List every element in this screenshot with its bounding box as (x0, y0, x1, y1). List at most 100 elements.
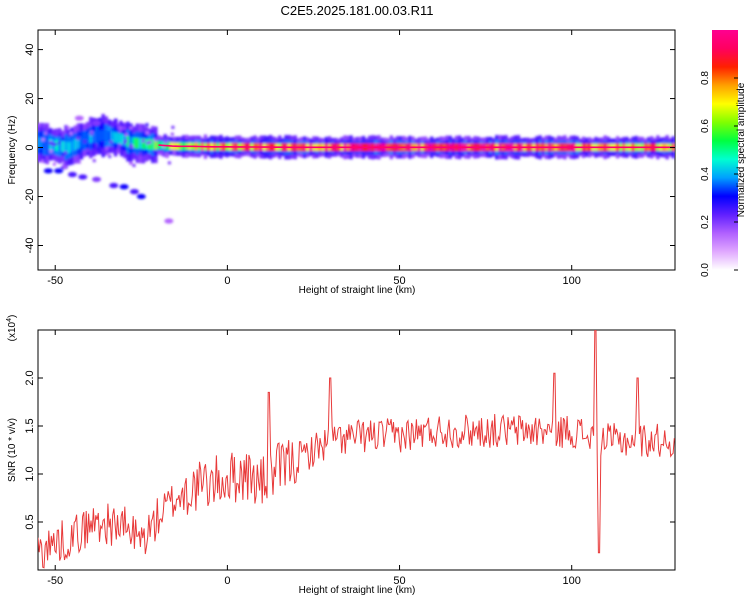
band-speckle (57, 141, 61, 145)
colorbar-tick-label: 0.4 (700, 167, 711, 181)
band-speckle (105, 147, 109, 151)
colorbar-tick-label: 0.0 (700, 263, 711, 277)
band-speckle (40, 159, 44, 163)
band-core (114, 132, 118, 143)
band-speckle (162, 145, 166, 149)
band-speckle (124, 139, 128, 143)
snr-xtick-label: 0 (224, 575, 230, 587)
band-speckle (122, 126, 126, 130)
snr-line (38, 330, 675, 569)
spectral-feature-point (136, 193, 146, 200)
band-core (42, 137, 46, 149)
band-speckle (77, 160, 81, 164)
band-speckle (155, 137, 159, 141)
band-speckle (92, 159, 96, 163)
band-speckle (62, 130, 66, 134)
colorbar-gradient (712, 30, 738, 270)
snr-multiplier-close: ) (7, 315, 18, 318)
band-speckle (90, 130, 94, 134)
band-speckle (53, 142, 57, 146)
snr-xtick-label: 50 (393, 575, 405, 587)
band-core (92, 131, 96, 143)
band-core (95, 131, 99, 142)
band-core (67, 142, 71, 153)
spectrogram-xtick-label: 0 (224, 275, 230, 287)
spectrogram-ytick-label: 20 (24, 92, 36, 104)
band-speckle (47, 129, 51, 133)
snr-ytick-label: 2.0 (24, 370, 36, 385)
band-speckle (153, 138, 157, 142)
spectral-feature-point (92, 176, 102, 182)
snr-ytick-label: 0.5 (24, 514, 36, 529)
band-speckle (107, 146, 111, 150)
band-core (129, 137, 133, 149)
spectrogram-xtick-label: 50 (393, 275, 405, 287)
band-speckle (41, 138, 45, 142)
chart-title: C2E5.2025.181.00.03.R11 (281, 3, 434, 18)
band-core (64, 141, 68, 153)
band-core (58, 140, 62, 152)
band-core (148, 138, 152, 150)
snr-multiplier-base: (x10 (7, 321, 18, 341)
band-core (110, 131, 114, 143)
band-core (70, 140, 74, 152)
band-speckle (79, 123, 83, 127)
band-ridge (158, 144, 675, 149)
band-speckle (165, 155, 169, 159)
band-core (126, 136, 130, 147)
band-speckle (170, 132, 174, 136)
band-speckle (129, 161, 133, 165)
band-core (104, 130, 108, 142)
colorbar: 0.0 0.2 0.4 0.6 0.8 Normalized spectral ampl… (700, 30, 747, 277)
band-speckle (114, 119, 118, 123)
band-core (39, 137, 43, 149)
band-speckle (42, 127, 46, 131)
band-core (38, 137, 40, 149)
band-speckle (58, 133, 62, 137)
band-speckle (123, 130, 127, 134)
band-speckle (62, 163, 66, 167)
band-speckle (164, 153, 168, 157)
band-speckle (107, 153, 111, 157)
band-speckle (52, 162, 56, 166)
band-speckle (88, 123, 92, 127)
band-speckle (145, 131, 149, 135)
band-speckle (145, 123, 149, 127)
spectrogram-xlabel: Height of straight line (km) (299, 285, 416, 296)
band-speckle (146, 141, 150, 145)
band-speckle (141, 156, 145, 160)
band-core (138, 138, 142, 149)
spectrogram-panel: -50 0 50 100 -40 -20 0 20 40 Height of straight … (7, 29, 676, 296)
band-speckle (94, 143, 98, 147)
band-speckle (118, 143, 122, 147)
band-core (101, 129, 105, 141)
spectral-feature-point (78, 174, 88, 180)
band-speckle (141, 139, 145, 143)
band-core (86, 133, 90, 145)
band-core (76, 137, 80, 149)
colorbar-tick-label: 0.8 (700, 71, 711, 85)
snr-xlabel: Height of straight line (km) (299, 585, 416, 596)
spectral-feature-point (67, 171, 77, 178)
band-speckle (128, 143, 132, 147)
band-speckle (83, 139, 87, 143)
spectrogram-ytick-label: -40 (24, 238, 36, 254)
band-speckle (172, 150, 176, 154)
band-speckle (119, 126, 123, 130)
band-speckle (171, 125, 175, 129)
band-speckle (95, 147, 99, 151)
band-speckle (152, 149, 156, 153)
band-core (132, 137, 136, 149)
band-speckle (42, 124, 46, 128)
band-speckle (76, 136, 80, 140)
band-core (89, 132, 93, 143)
band-speckle (90, 132, 94, 136)
band-speckle (163, 139, 167, 143)
band-speckle (108, 154, 112, 158)
band-speckle (118, 129, 122, 133)
band-speckle (130, 145, 134, 149)
spectrogram-ylabel: Frequency (Hz) (7, 116, 18, 185)
band-speckle (86, 152, 90, 156)
band-speckle (38, 123, 42, 127)
